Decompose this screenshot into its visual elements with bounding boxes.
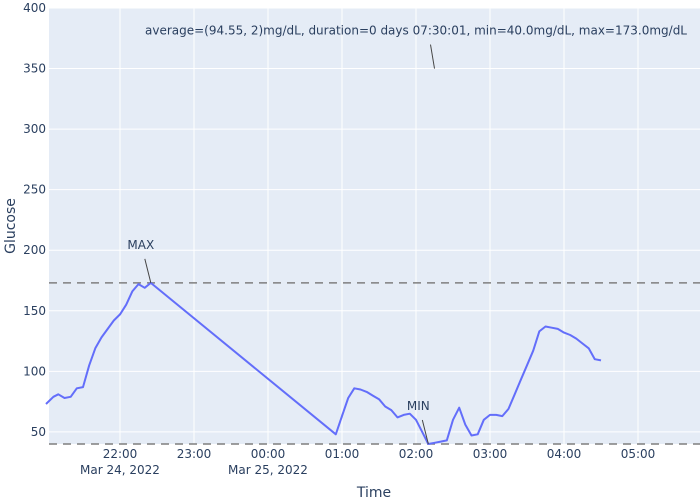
y-tick-label: 50 <box>31 425 46 439</box>
plot-area[interactable] <box>49 8 700 444</box>
grid-lines <box>49 7 700 444</box>
glucose-series-line[interactable] <box>45 281 602 445</box>
x-axis-ticks: 22:00 Mar 24, 2022 23:00 00:00 Mar 25, 2022 0… <box>80 447 655 477</box>
annotations: MAX MIN average=(94.55, 2)mg/dL, duration=… <box>127 24 687 445</box>
annotation-label: average=(94.55, 2)mg/dL, duration=0 days… <box>145 24 687 38</box>
x-tick-label: 01:00 <box>325 447 360 461</box>
x-tick-label: 03:00 <box>473 447 508 461</box>
y-axis-title: Glucose <box>3 198 19 254</box>
x-axis-title: Time <box>356 485 391 500</box>
x-tick-label: 02:00 <box>399 447 434 461</box>
reference-lines <box>49 282 700 445</box>
x-tick-label: 22:00 <box>103 447 138 461</box>
annotation-label: MAX <box>127 238 154 252</box>
y-tick-label: 150 <box>23 304 46 318</box>
x-tick-label: Mar 24, 2022 <box>80 463 160 477</box>
y-tick-label: 100 <box>23 364 46 378</box>
x-tick-label: 23:00 <box>177 447 212 461</box>
x-tick-label: 00:00 <box>251 447 286 461</box>
annotation-arrow <box>421 419 429 445</box>
y-tick-label: 200 <box>23 243 46 257</box>
x-tick-label: 05:00 <box>621 447 656 461</box>
x-tick-label: 04:00 <box>547 447 582 461</box>
series-layer <box>45 281 602 445</box>
y-tick-label: 400 <box>23 1 46 15</box>
annotation-label: MIN <box>407 399 430 413</box>
annotation-arrow <box>144 258 152 284</box>
x-tick-label: Mar 25, 2022 <box>228 463 308 477</box>
y-axis-ticks: 50 100 150 200 250 300 350 400 <box>23 1 46 439</box>
y-tick-label: 250 <box>23 183 46 197</box>
y-tick-label: 350 <box>23 62 46 76</box>
y-tick-label: 300 <box>23 122 46 136</box>
annotation-arrow <box>430 44 435 69</box>
